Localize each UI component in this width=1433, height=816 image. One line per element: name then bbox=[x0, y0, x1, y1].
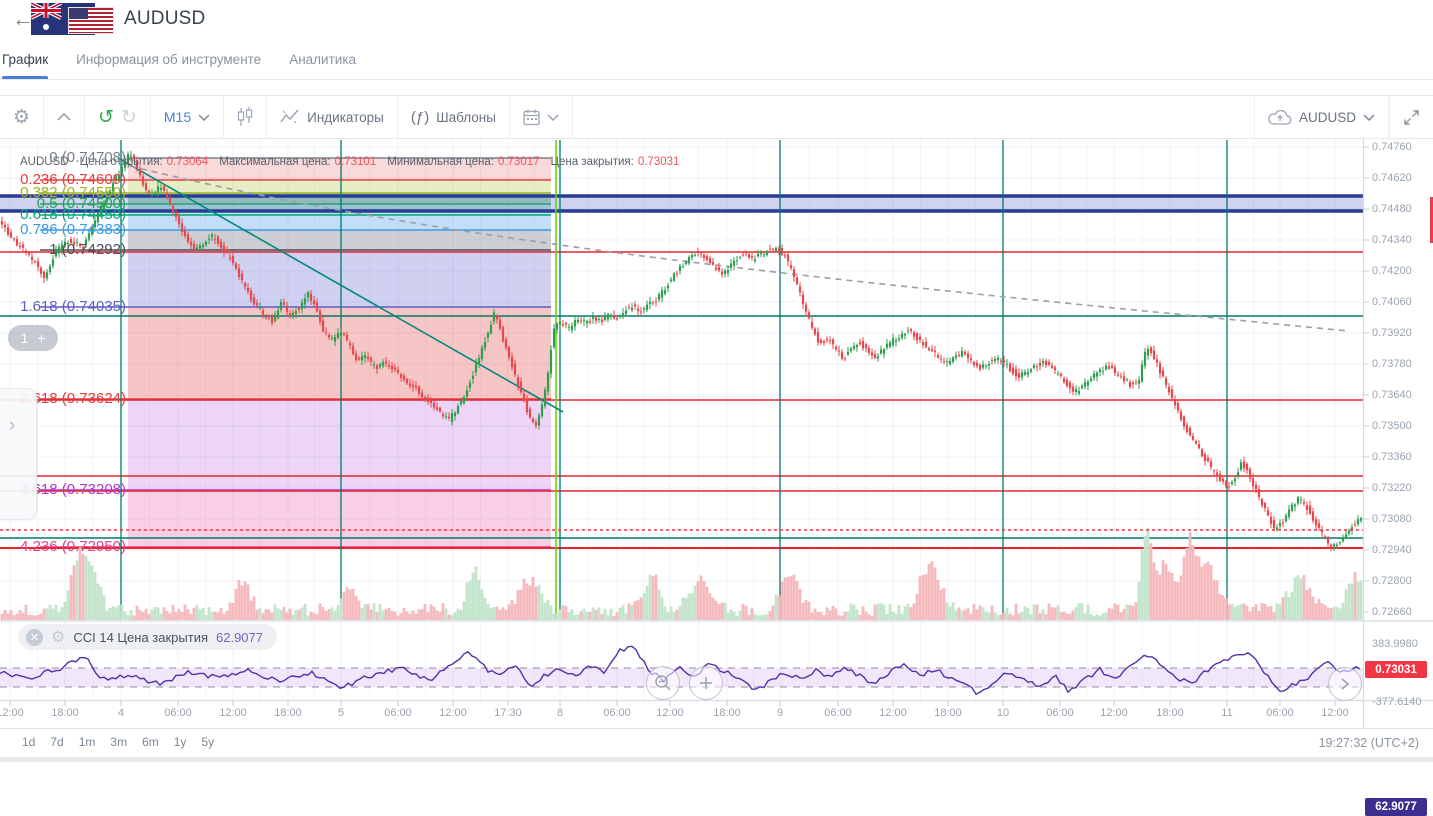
side-panel-handle[interactable]: › bbox=[0, 388, 37, 520]
range-button-1y[interactable]: 1y bbox=[173, 735, 187, 749]
clock: 19:27:32 (UTC+2) bbox=[1318, 736, 1419, 750]
add-object-icon: + bbox=[37, 330, 46, 346]
tab-chart[interactable]: График bbox=[2, 40, 49, 79]
usa-flag-icon bbox=[69, 8, 113, 33]
undo-redo-group: ↺ ↻ bbox=[85, 96, 151, 138]
chevron-right-icon: › bbox=[9, 415, 16, 436]
chevron-down-icon bbox=[198, 113, 210, 121]
zoom-out-button[interactable] bbox=[646, 666, 680, 700]
app-header: ← AUDUSD bbox=[0, 0, 1433, 40]
footer-bar: 1d 7d 1m 3m 6m 1y 5y 19:27:32 (UTC+2) bbox=[0, 728, 1433, 758]
chart-toolbar: ⚙ ↺ ↻ M15 Индикаторы (ƒ) Шаблоны bbox=[0, 95, 1433, 139]
gear-icon[interactable]: ⚙ bbox=[51, 629, 66, 646]
cci-value-badge: 62.9077 bbox=[1365, 798, 1427, 816]
drawing-object-pill[interactable]: 1 + bbox=[8, 325, 58, 351]
chevron-right-icon bbox=[1341, 678, 1350, 690]
chevron-down-icon bbox=[1363, 113, 1375, 121]
chart-type-button[interactable] bbox=[224, 96, 268, 138]
range-button-1d[interactable]: 1d bbox=[22, 735, 36, 749]
scroll-to-latest-button[interactable] bbox=[1328, 667, 1362, 701]
collapse-toolbar-button[interactable] bbox=[44, 96, 86, 138]
tab-instrument-info[interactable]: Информация об инструменте bbox=[76, 52, 262, 67]
indicator-wave-icon bbox=[280, 109, 299, 124]
range-button-5y[interactable]: 5y bbox=[201, 735, 215, 749]
symbol-dropdown[interactable]: AUDUSD bbox=[1253, 96, 1389, 138]
symbol-value: AUDUSD bbox=[1298, 109, 1356, 125]
candlestick-icon bbox=[238, 107, 253, 126]
close-icon[interactable]: ✕ bbox=[26, 628, 43, 646]
undo-icon[interactable]: ↺ bbox=[98, 106, 114, 128]
page-title: AUDUSD bbox=[124, 8, 206, 29]
bottom-strip bbox=[0, 757, 1433, 762]
range-button-7d[interactable]: 7d bbox=[50, 735, 64, 749]
templates-label: Шаблоны bbox=[436, 109, 496, 125]
tab-bar: График Информация об инструменте Аналити… bbox=[0, 40, 1433, 80]
calendar-icon bbox=[523, 109, 540, 125]
chevron-down-icon bbox=[547, 113, 559, 121]
scroll-position-marker bbox=[1430, 197, 1433, 243]
object-count: 1 bbox=[20, 330, 29, 346]
current-price-badge: 0.73031 bbox=[1365, 661, 1427, 678]
range-buttons: 1d 7d 1m 3m 6m 1y 5y bbox=[22, 735, 214, 749]
chevron-up-icon bbox=[57, 113, 71, 121]
gear-icon: ⚙ bbox=[13, 106, 31, 128]
range-button-3m[interactable]: 3m bbox=[110, 735, 128, 749]
cci-value: 62.9077 bbox=[216, 629, 263, 645]
indicators-button[interactable]: Индикаторы bbox=[267, 96, 398, 138]
settings-button[interactable]: ⚙ bbox=[0, 96, 45, 138]
cci-title: CCI 14 Цена закрытия bbox=[73, 629, 208, 645]
date-range-dropdown[interactable] bbox=[510, 96, 573, 138]
cci-indicator-header: ✕ ⚙ CCI 14 Цена закрытия 62.9077 bbox=[18, 624, 277, 650]
expand-icon bbox=[1404, 109, 1419, 125]
zoom-in-button[interactable] bbox=[689, 666, 723, 700]
toolbar-spacer bbox=[573, 96, 1254, 138]
fullscreen-button[interactable] bbox=[1389, 96, 1433, 138]
function-icon: (ƒ) bbox=[410, 108, 430, 126]
range-button-6m[interactable]: 6m bbox=[142, 735, 159, 749]
redo-icon[interactable]: ↻ bbox=[120, 106, 137, 128]
back-arrow-icon[interactable]: ← bbox=[12, 6, 34, 31]
templates-button[interactable]: (ƒ) Шаблоны bbox=[398, 96, 510, 138]
range-button-1m[interactable]: 1m bbox=[78, 735, 96, 749]
tab-analytics[interactable]: Аналитика bbox=[289, 52, 357, 67]
timeframe-value: M15 bbox=[163, 109, 192, 125]
plus-icon bbox=[700, 677, 712, 689]
timeframe-dropdown[interactable]: M15 bbox=[151, 96, 225, 138]
indicators-label: Индикаторы bbox=[307, 109, 384, 125]
price-chart-canvas[interactable] bbox=[0, 139, 1433, 728]
magnifier-minus-icon bbox=[655, 675, 671, 691]
cloud-upload-icon bbox=[1268, 109, 1292, 125]
chart-area[interactable]: AUDUSD Цена открытия: 0.73064 Максимальна… bbox=[0, 139, 1433, 816]
